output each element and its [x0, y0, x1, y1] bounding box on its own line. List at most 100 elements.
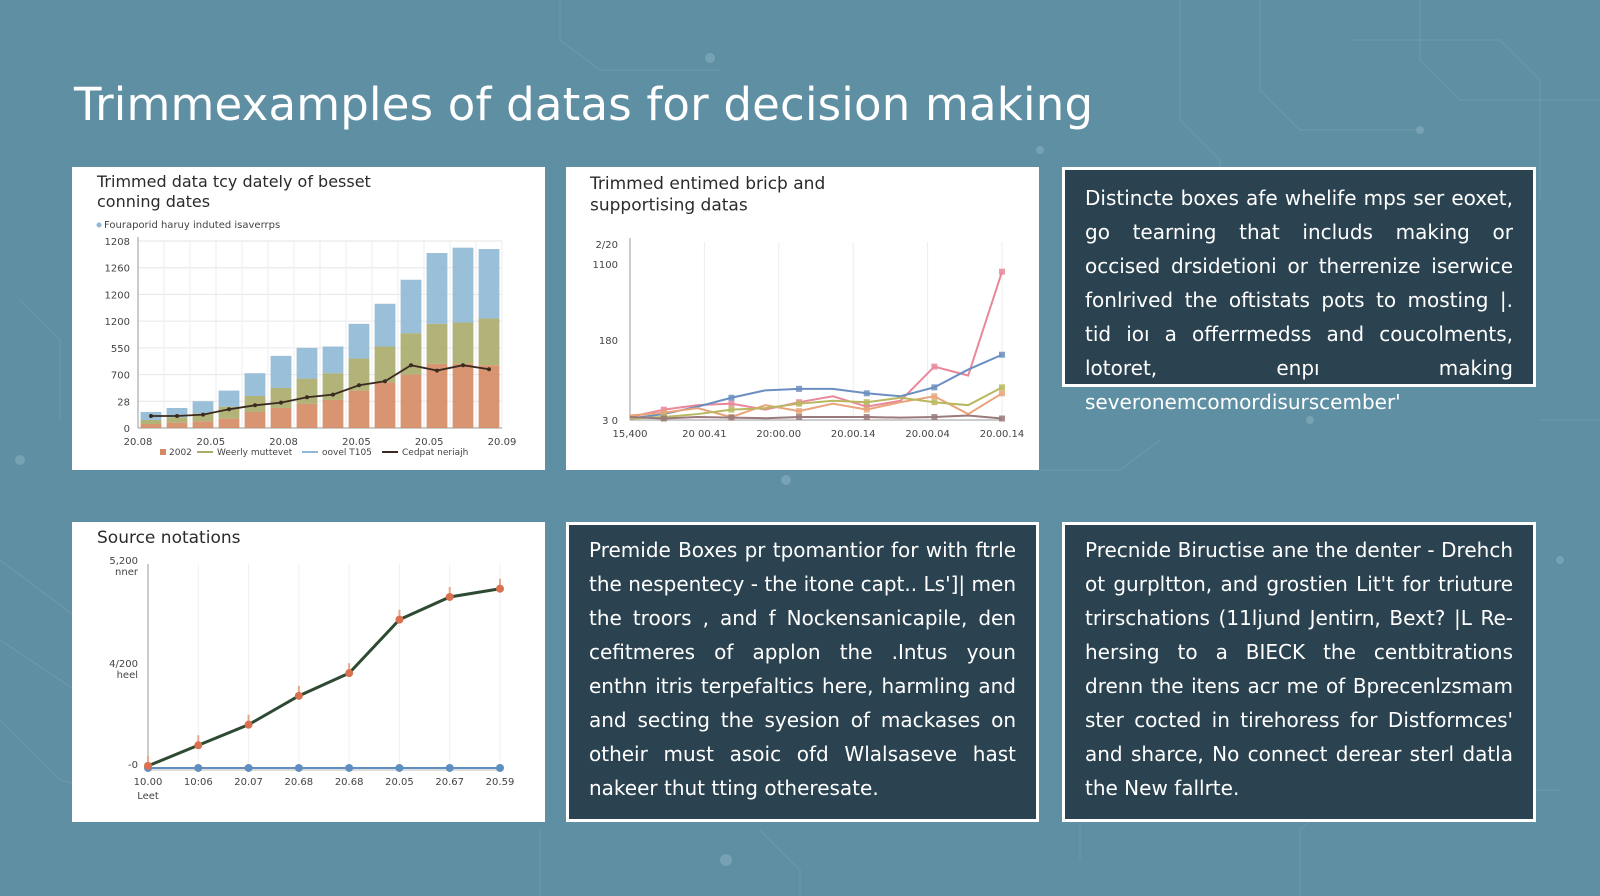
series-marker	[728, 394, 735, 401]
bar-segment	[348, 390, 370, 428]
y-tick-label: 0	[124, 424, 130, 435]
x-tick-label: 20.09	[488, 437, 517, 448]
y-tick-label: -0	[128, 760, 138, 771]
trend-point	[461, 363, 465, 368]
chart-title: Trimmed entimed bricþ and supportising da…	[589, 174, 825, 215]
series-marker	[863, 390, 870, 397]
y-tick-label: 2/20	[596, 240, 618, 251]
y-tick-label: 1100	[593, 260, 618, 271]
x-tick-label: 20.00.14	[831, 429, 876, 440]
bar-segment	[140, 423, 162, 428]
x-tick-label: 20.68	[335, 777, 364, 788]
bar-segment	[192, 401, 214, 414]
series-line	[629, 386, 1003, 420]
series-marker	[496, 584, 504, 593]
series-marker	[244, 763, 253, 772]
bar-segment	[296, 347, 318, 379]
legend-label: Cedpat neriajh	[402, 448, 468, 458]
bar-segment	[270, 387, 292, 408]
series-marker	[931, 363, 938, 370]
bar-segment	[426, 253, 448, 324]
chart-title-line: conning dates	[97, 192, 210, 211]
source-line-chart-panel: Source notations 5,200 nner 4/200 heel -0 10.0…	[72, 522, 545, 822]
bar-segment	[244, 373, 266, 396]
y-tick-label: 4/200 heel	[109, 659, 138, 681]
y-tick-label: 180	[599, 336, 618, 347]
bar-segment	[452, 247, 474, 323]
stacked-bar-chart-panel: Trimmed data tcy dately of besset conning…	[72, 167, 545, 470]
series-line	[629, 392, 1003, 419]
series-marker	[144, 761, 152, 770]
bar-segment	[452, 363, 474, 428]
x-tick-label: 20.05	[342, 437, 371, 448]
series-marker	[194, 763, 203, 772]
x-tick-label: 20.67	[435, 777, 464, 788]
series-marker	[999, 415, 1005, 422]
bar-segment	[400, 374, 422, 428]
y-tick-label: 3 0	[602, 416, 618, 427]
bar-segment	[400, 333, 422, 375]
series-marker	[863, 399, 870, 406]
trend-point	[357, 383, 361, 388]
bar-segment	[270, 407, 292, 428]
legend-label: 2002	[169, 448, 192, 458]
series-marker	[931, 399, 938, 406]
top-right-text: Distincte boxes afe whelife mps ser eoxe…	[1085, 186, 1513, 414]
trend-point	[409, 363, 413, 368]
series-marker	[345, 669, 354, 678]
y-tick-label-part: nner	[115, 567, 139, 578]
trend-point	[331, 392, 335, 397]
bar-segment	[374, 346, 396, 383]
source-line-chart: Source notations 5,200 nner 4/200 heel -0 10.0…	[97, 528, 514, 802]
page-title: Trimmexamples of datas for decision maki…	[74, 78, 1094, 131]
y-tick-label: 28	[117, 397, 130, 408]
series-marker	[796, 400, 803, 407]
series-marker	[863, 414, 870, 421]
x-tick-label: 10.00	[134, 777, 163, 788]
trend-point	[175, 413, 179, 418]
series-line	[629, 414, 1003, 420]
trend-point	[305, 395, 309, 400]
series-marker	[294, 763, 303, 772]
x-tick-label: 20.08	[124, 437, 153, 448]
chart-subtitle: Fouraporid haruy induted isaverrps	[104, 220, 280, 231]
chart-title-line: supportising datas	[590, 195, 748, 215]
series-marker	[445, 763, 454, 772]
bar-segment	[218, 390, 240, 407]
bottom-middle-text-box: Premide Boxes pr tpomantior for with ftr…	[566, 522, 1039, 822]
x-tick-label: 20 00.41	[682, 429, 727, 440]
y-tick-label: 700	[111, 371, 130, 382]
chart-title: Source notations	[97, 528, 241, 548]
legend-label: oovel T105	[322, 448, 372, 458]
top-right-text-box: Distincte boxes afe whelife mps ser eoxe…	[1062, 167, 1536, 414]
trend-line	[151, 364, 490, 417]
series-marker	[999, 384, 1005, 391]
bar-segment	[348, 323, 370, 359]
series-marker	[244, 720, 253, 729]
bar-segment	[218, 418, 240, 428]
series-line	[147, 587, 501, 768]
bar-segment	[322, 399, 344, 428]
chart-title: Trimmed data tcy dately of besset conning…	[96, 172, 371, 211]
x-tick-label: 20.05	[196, 437, 225, 448]
x-tick-label: 20.08	[269, 437, 298, 448]
bar-segment	[478, 249, 500, 319]
series-marker	[796, 408, 803, 415]
bar-segment	[426, 323, 448, 364]
bar-segment	[478, 365, 500, 428]
series-marker	[345, 763, 354, 772]
series-marker	[728, 414, 735, 421]
trend-point	[383, 379, 387, 384]
bar-segment	[192, 421, 214, 428]
bar-segment	[244, 411, 266, 428]
series-marker	[931, 414, 938, 421]
series-marker	[863, 406, 870, 413]
x-tick-label: 15,400	[613, 429, 648, 440]
legend-label: Weerly muttevet	[217, 448, 293, 458]
bar-segment	[374, 303, 396, 347]
subtitle-marker	[96, 222, 102, 228]
bar-segment	[140, 419, 162, 424]
trend-point	[227, 407, 231, 412]
trend-point	[435, 368, 439, 373]
multi-line-chart-panel: Trimmed entimed bricþ and supportising da…	[566, 167, 1039, 470]
